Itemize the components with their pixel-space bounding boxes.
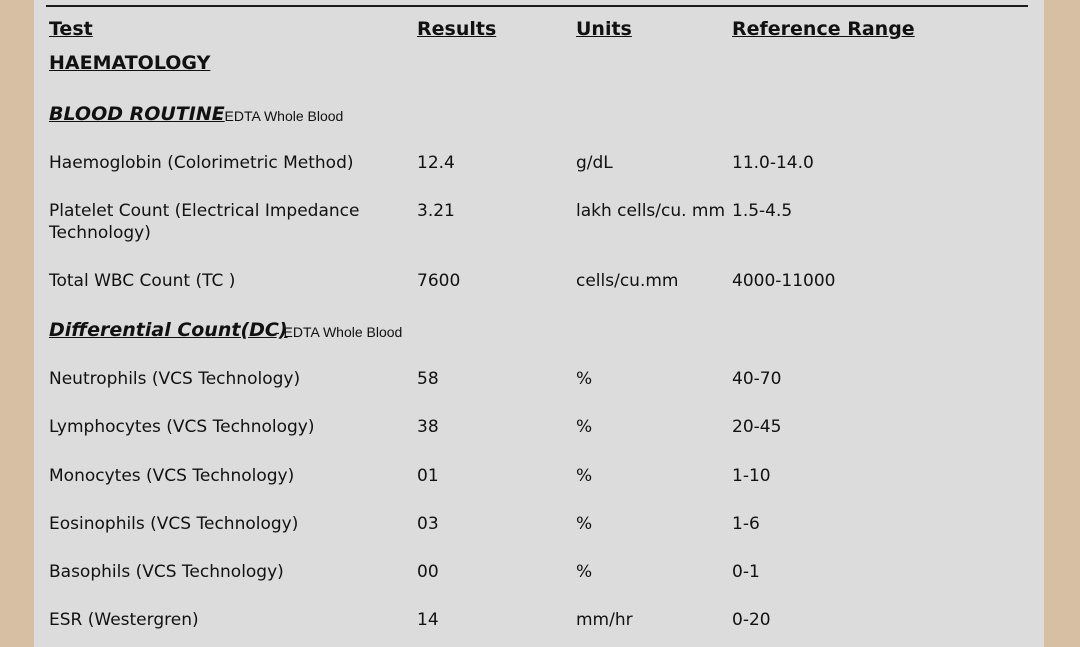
test-range: 0-20 (732, 610, 771, 630)
test-result: 38 (417, 417, 439, 437)
test-result: 12.4 (417, 153, 455, 173)
test-unit: g/dL (576, 153, 613, 173)
test-unit: cells/cu.mm (576, 271, 679, 291)
test-unit: mm/hr (576, 610, 633, 630)
test-name: Lymphocytes (VCS Technology) (49, 417, 315, 437)
top-divider (46, 5, 1028, 7)
test-range: 40-70 (732, 369, 782, 389)
test-name: ESR (Westergren) (49, 610, 199, 630)
test-range: 1-6 (732, 514, 760, 534)
test-result: 03 (417, 514, 439, 534)
test-name: Total WBC Count (TC ) (49, 271, 236, 291)
test-result: 01 (417, 466, 439, 486)
test-range: 1-10 (732, 466, 771, 486)
test-unit: % (576, 466, 593, 486)
test-unit: % (576, 417, 593, 437)
test-unit: % (576, 562, 593, 582)
report-page: Test Results Units Reference Range HAEMA… (34, 0, 1044, 647)
test-range: 20-45 (732, 417, 782, 437)
test-unit: % (576, 514, 593, 534)
col-header-reference-range: Reference Range (732, 18, 915, 40)
test-name: Haemoglobin (Colorimetric Method) (49, 153, 354, 173)
section-title-blood-routine: BLOOD ROUTINE (49, 103, 225, 125)
section-title-differential-count: Differential Count(DC) (49, 319, 288, 341)
test-result: 14 (417, 610, 439, 630)
department-heading: HAEMATOLOGY (49, 52, 211, 74)
test-unit: lakh cells/cu. mm (576, 201, 726, 221)
test-name: Monocytes (VCS Technology) (49, 466, 295, 486)
section-specimen: - EDTA Whole Blood (275, 324, 403, 340)
test-unit: % (576, 369, 593, 389)
col-header-units: Units (576, 18, 632, 40)
section-specimen: - EDTA Whole Blood (216, 108, 344, 124)
test-result: 58 (417, 369, 439, 389)
test-name: Eosinophils (VCS Technology) (49, 514, 299, 534)
col-header-results: Results (417, 18, 497, 40)
test-range: 0-1 (732, 562, 760, 582)
test-range: 1.5-4.5 (732, 201, 793, 221)
test-result: 3.21 (417, 201, 455, 221)
test-range: 4000-11000 (732, 271, 836, 291)
test-name: Platelet Count (Electrical Impedance Tec… (49, 201, 360, 243)
col-header-test: Test (49, 18, 93, 40)
test-name: Neutrophils (VCS Technology) (49, 369, 301, 389)
test-result: 7600 (417, 271, 461, 291)
test-name: Basophils (VCS Technology) (49, 562, 284, 582)
test-range: 11.0-14.0 (732, 153, 814, 173)
test-result: 00 (417, 562, 439, 582)
